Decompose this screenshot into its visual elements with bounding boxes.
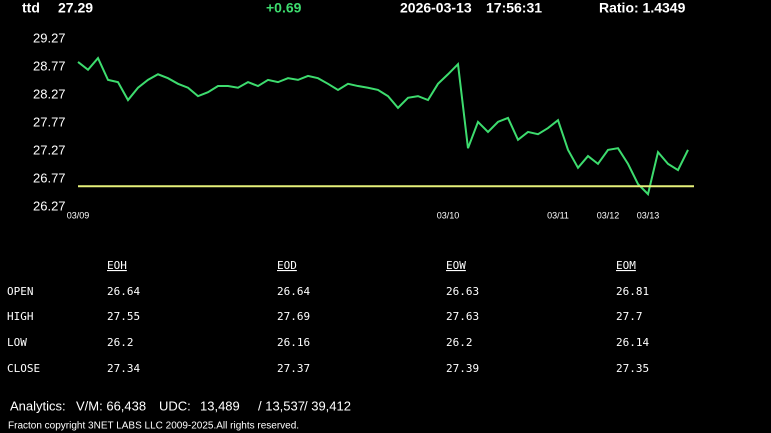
chart: 26.27 26.77 27.27 27.77 28.27 28.77 29.27 03/09…	[33, 30, 694, 220]
table-cell: 26.14	[616, 336, 649, 349]
column-header: EOW	[446, 259, 466, 272]
table-cell: 26.2	[107, 336, 134, 349]
price-line	[77, 56, 689, 197]
y-tick-label: 26.27	[33, 198, 66, 213]
y-tick-label: 26.77	[33, 170, 66, 185]
column-header: EOH	[107, 259, 127, 272]
y-tick-label: 28.27	[33, 86, 66, 101]
copyright: Fracton copyright 3NET LABS LLC 2009-202…	[8, 421, 299, 432]
analytics-value: / 13,537	[258, 398, 305, 413]
change: +0.69	[266, 0, 302, 16]
table-cell: 27.34	[107, 362, 140, 375]
time: 17:56:31	[486, 0, 542, 16]
footer: Analytics: V/M: 66,438 UDC: 13,489 / 13,…	[8, 398, 351, 431]
column-header: EOM	[616, 259, 636, 272]
row-label: OPEN	[7, 285, 34, 298]
x-tick-label: 03/12	[597, 210, 620, 220]
table-cell: 27.37	[277, 362, 310, 375]
table-cell: 27.39	[446, 362, 479, 375]
y-tick-label: 27.27	[33, 142, 66, 157]
analytics-udc: UDC:	[159, 398, 191, 413]
y-tick-label: 29.27	[33, 30, 66, 45]
y-tick-label: 28.77	[33, 58, 66, 73]
table-cell: 27.35	[616, 362, 649, 375]
price: 27.29	[58, 0, 93, 16]
analytics-vm: V/M: 66,438	[76, 398, 146, 413]
table-cell: 26.64	[107, 285, 140, 298]
table: EOH EOD EOW EOM OPEN 26.64 26.64 26.63 26.81 HIGH…	[7, 259, 649, 375]
ratio: Ratio: 1.4349	[599, 0, 686, 16]
y-tick-label: 27.77	[33, 114, 66, 129]
x-tick-label: 03/13	[637, 210, 660, 220]
table-cell: 26.81	[616, 285, 649, 298]
table-cell: 26.63	[446, 285, 479, 298]
row-label: CLOSE	[7, 362, 40, 375]
table-cell: 27.69	[277, 310, 310, 323]
column-header: EOD	[277, 259, 297, 272]
table-cell: 27.63	[446, 310, 479, 323]
table-cell: 26.2	[446, 336, 473, 349]
analytics-value: / 39,412	[304, 398, 351, 413]
x-tick-label: 03/09	[67, 210, 90, 220]
row-label: HIGH	[7, 310, 34, 323]
analytics-label: Analytics:	[10, 398, 66, 413]
analytics-value: 13,489	[200, 398, 240, 413]
row-label: LOW	[7, 336, 27, 349]
table-cell: 27.55	[107, 310, 140, 323]
table-cell: 26.64	[277, 285, 310, 298]
symbol: ttd	[22, 0, 40, 16]
x-tick-label: 03/10	[437, 210, 460, 220]
table-cell: 27.7	[616, 310, 643, 323]
table-cell: 26.16	[277, 336, 310, 349]
date: 2026-03-13	[400, 0, 472, 16]
x-tick-label: 03/11	[547, 210, 569, 220]
